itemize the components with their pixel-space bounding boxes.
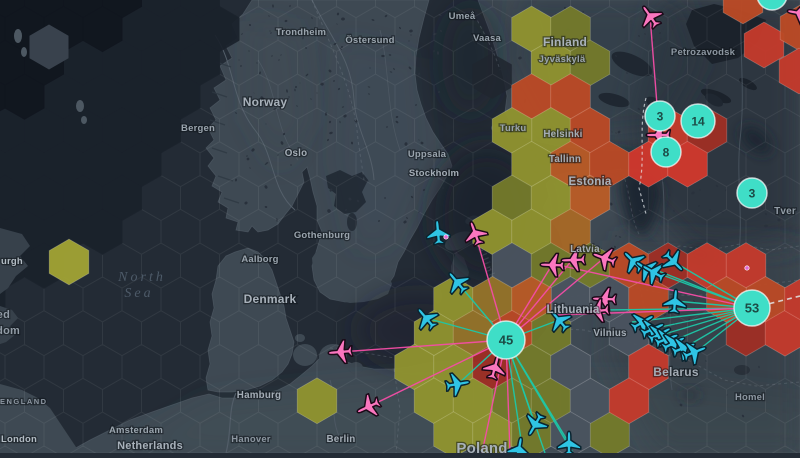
svg-text:45: 45	[499, 333, 513, 348]
svg-text:ENGLAND: ENGLAND	[0, 397, 48, 406]
svg-text:Finland: Finland	[543, 35, 587, 49]
svg-text:Tallinn: Tallinn	[549, 154, 581, 165]
svg-text:Norway: Norway	[243, 95, 288, 109]
svg-text:8: 8	[663, 145, 670, 159]
svg-text:Trondheim: Trondheim	[276, 27, 326, 38]
svg-text:Homel: Homel	[735, 392, 765, 403]
svg-text:Bergen: Bergen	[181, 123, 215, 134]
svg-text:Kingdom: Kingdom	[0, 325, 20, 337]
svg-text:Oslo: Oslo	[285, 148, 308, 159]
svg-text:North: North	[117, 270, 166, 285]
svg-text:Tver: Tver	[774, 206, 796, 217]
svg-text:Östersund: Östersund	[345, 35, 394, 46]
svg-text:Belarus: Belarus	[653, 365, 699, 379]
svg-text:Gothenburg: Gothenburg	[294, 230, 350, 241]
svg-text:53: 53	[745, 301, 759, 316]
svg-text:Stockholm: Stockholm	[409, 168, 459, 179]
svg-text:Umeå: Umeå	[449, 11, 476, 22]
svg-text:Vaasa: Vaasa	[473, 33, 501, 44]
svg-text:Turku: Turku	[500, 123, 527, 134]
svg-text:Hamburg: Hamburg	[237, 390, 281, 401]
svg-text:Jyväskylä: Jyväskylä	[539, 54, 586, 65]
svg-text:Hanover: Hanover	[231, 434, 271, 445]
svg-text:Aalborg: Aalborg	[241, 254, 278, 265]
svg-text:Sea: Sea	[124, 286, 153, 301]
svg-text:Amsterdam: Amsterdam	[109, 425, 163, 436]
svg-text:Estonia: Estonia	[569, 176, 612, 188]
svg-text:Uppsala: Uppsala	[408, 149, 447, 160]
svg-text:3: 3	[657, 109, 664, 123]
svg-text:urgh: urgh	[1, 256, 23, 267]
svg-text:Lithuania: Lithuania	[547, 304, 600, 316]
svg-text:3: 3	[749, 186, 756, 200]
svg-text:14: 14	[691, 114, 705, 128]
svg-text:Latvia: Latvia	[570, 244, 600, 255]
svg-text:Netherlands: Netherlands	[117, 440, 183, 452]
svg-text:Petrozavodsk: Petrozavodsk	[671, 47, 736, 58]
svg-text:Helsinki: Helsinki	[543, 129, 582, 140]
svg-text:Berlin: Berlin	[327, 434, 356, 445]
svg-text:Denmark: Denmark	[244, 292, 297, 306]
svg-text:Vilnius: Vilnius	[593, 328, 627, 339]
svg-text:Poland: Poland	[456, 440, 507, 453]
svg-text:London: London	[1, 434, 37, 445]
svg-text:United: United	[0, 309, 10, 321]
